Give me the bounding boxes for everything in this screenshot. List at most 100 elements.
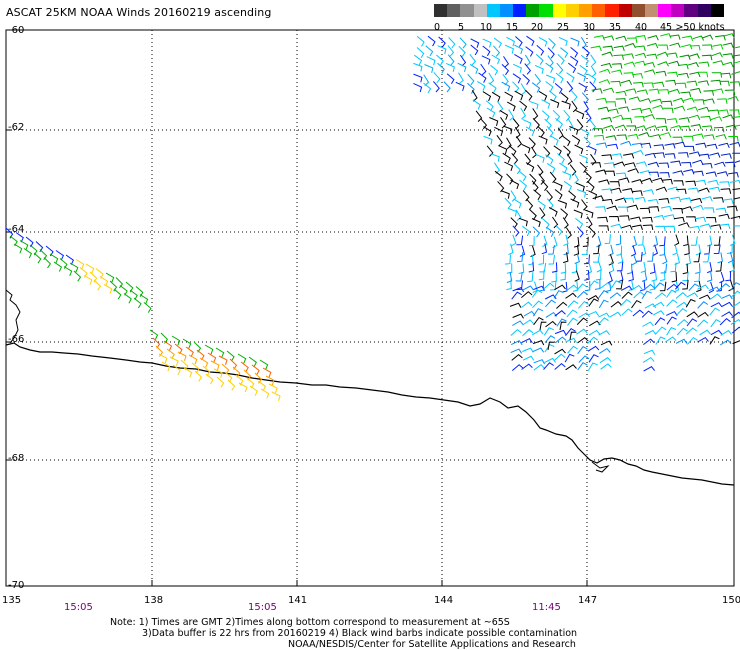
wind-barb [554, 336, 567, 344]
wind-barb [713, 244, 721, 254]
legend-swatch [473, 4, 488, 17]
legend-swatch [684, 4, 699, 17]
wind-barb [721, 301, 733, 308]
wind-barb [262, 367, 272, 378]
wind-barb [681, 161, 692, 168]
legend-label: 15 [505, 22, 519, 33]
wind-barb [623, 61, 636, 67]
wind-barb [632, 190, 643, 196]
wind-barb [674, 253, 680, 265]
wind-barb [655, 336, 666, 345]
wind-barb [653, 81, 665, 88]
wind-barb [697, 311, 709, 318]
wind-barb [531, 289, 543, 298]
wind-barb [503, 125, 513, 135]
wind-barb [538, 281, 544, 292]
wind-barb [676, 82, 687, 89]
wind-barb [532, 347, 545, 353]
wind-barb [585, 110, 592, 123]
wind-barb [562, 135, 571, 147]
wind-barb [166, 348, 175, 360]
wind-barb [669, 42, 681, 48]
wind-barb [547, 55, 554, 67]
wind-barb [687, 187, 699, 193]
wind-barb [563, 145, 571, 157]
wind-barb [446, 73, 455, 85]
wind-barb [716, 281, 723, 292]
wind-barb [699, 153, 710, 160]
wind-barb [729, 81, 740, 87]
wind-barb [573, 236, 580, 248]
wind-barb [470, 38, 480, 48]
wind-barb [698, 80, 710, 86]
wind-barb [683, 235, 689, 247]
wind-barb [520, 107, 527, 120]
wind-barb [577, 346, 588, 355]
wind-barb [674, 141, 686, 148]
wind-barb [554, 284, 566, 291]
wind-barb [502, 152, 511, 163]
wind-barb [701, 34, 714, 40]
wind-barb [423, 82, 432, 94]
wind-barb [268, 383, 278, 393]
wind-barb [710, 319, 721, 328]
wind-barb [459, 54, 467, 67]
wind-barb [511, 291, 522, 300]
wind-barb [587, 345, 600, 352]
wind-barb [731, 311, 740, 319]
wind-barb [588, 298, 599, 307]
wind-barb [697, 336, 709, 343]
wind-barb [611, 153, 623, 159]
wind-barb [539, 207, 546, 219]
wind-barb [598, 299, 609, 309]
wind-barb [587, 73, 597, 84]
wind-barb [556, 301, 568, 309]
wind-barb [709, 293, 722, 300]
wind-barb [455, 81, 465, 92]
wind-barb [685, 298, 696, 308]
wind-barb [695, 179, 707, 186]
wind-barb [521, 143, 531, 154]
legend-swatch [486, 4, 501, 17]
wind-barb [531, 82, 541, 93]
wind-barb [673, 280, 680, 293]
wind-barb [730, 318, 740, 325]
wind-barb [596, 97, 608, 104]
wind-barb [427, 35, 436, 47]
wind-barb [642, 216, 653, 223]
wind-barb [486, 145, 494, 157]
wind-barb [681, 44, 693, 50]
wind-barb [522, 347, 534, 353]
wind-barb [511, 152, 519, 165]
wind-barb [684, 145, 695, 152]
lat-label-60: -60 [8, 25, 25, 36]
wind-barb [630, 216, 642, 222]
wind-barb [55, 250, 65, 261]
wind-barb [654, 292, 667, 300]
wind-barb [715, 134, 727, 140]
wind-barb [580, 54, 589, 66]
wind-barb [65, 254, 75, 265]
wind-barb [510, 340, 523, 346]
wind-barb [504, 161, 514, 172]
wind-barb [732, 340, 740, 345]
wind-barb [507, 207, 517, 217]
wind-barb [722, 198, 734, 204]
wind-barb [493, 45, 501, 57]
wind-barb [573, 244, 580, 256]
legend-swatch [499, 4, 514, 17]
wind-barb [510, 328, 522, 336]
wind-barb [194, 370, 203, 382]
wind-barb [524, 63, 532, 75]
wind-barb [640, 261, 647, 273]
pass-time-label-1: 15:05 [64, 602, 93, 613]
wind-barb [426, 56, 436, 66]
wind-barb [635, 35, 647, 41]
wind-barb [644, 69, 656, 75]
wind-barb [613, 54, 624, 61]
wind-barb [670, 160, 682, 167]
wind-barb [710, 116, 723, 122]
wind-barb [538, 36, 548, 47]
wind-barb [719, 80, 730, 87]
